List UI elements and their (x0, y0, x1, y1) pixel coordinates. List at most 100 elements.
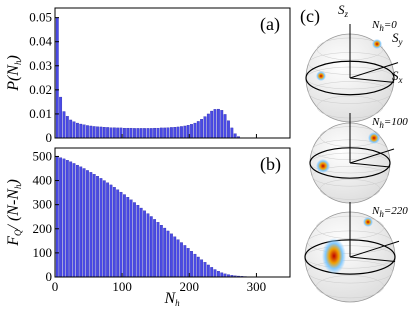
bar (56, 156, 59, 277)
bar (200, 119, 203, 138)
bar (174, 237, 177, 277)
bar (207, 114, 210, 138)
y-tick-label: 100 (33, 245, 53, 260)
bar (143, 128, 146, 138)
y-axis-label-part: P(N (5, 64, 22, 92)
bar (76, 123, 79, 138)
bar (130, 200, 133, 277)
sphere-label: Nh=220 (371, 205, 408, 219)
bar (160, 128, 163, 138)
bar (123, 195, 126, 277)
sphere-label-part: =220 (384, 205, 408, 217)
bar (80, 167, 83, 277)
y-axis-label-part: ) (5, 179, 22, 185)
bar (110, 185, 113, 277)
bar (63, 159, 66, 277)
bar (184, 245, 187, 277)
sphere-label-part: =100 (384, 116, 408, 128)
bar (227, 121, 230, 138)
bar (106, 127, 109, 138)
bar (59, 158, 62, 277)
bar (90, 126, 93, 138)
bar (174, 127, 177, 138)
bar (96, 127, 99, 138)
bar (221, 273, 224, 277)
bar (184, 126, 187, 138)
x-tick-label: 0 (52, 279, 59, 294)
bar (200, 260, 203, 277)
y-tick-label: 0.03 (29, 58, 52, 73)
sphere-label: Nh=100 (371, 116, 408, 130)
x-tick-label: 100 (112, 279, 132, 294)
bar (194, 254, 197, 277)
bar (106, 183, 109, 277)
bar (180, 126, 183, 138)
bar (130, 128, 133, 138)
bar (214, 109, 217, 138)
panel-label: (c) (300, 6, 320, 27)
bar (143, 211, 146, 277)
axis-label: Sz (338, 2, 349, 19)
bar (180, 243, 183, 277)
y-axis-label-part: ) (5, 55, 22, 61)
bar (140, 208, 143, 277)
bar (210, 267, 213, 277)
bar (86, 170, 89, 277)
plot-frame (55, 8, 290, 138)
bar (147, 128, 150, 138)
bar (194, 123, 197, 138)
bar (153, 219, 156, 277)
y-tick-label: 0.01 (29, 106, 52, 121)
y-axis-label: FQ/ (N-Nh) (5, 179, 23, 247)
bar (73, 163, 76, 277)
y-tick-label: 0 (46, 130, 53, 145)
bar (197, 257, 200, 277)
y-axis-label: P(Nh) (5, 55, 23, 92)
bar (170, 234, 173, 277)
bar (110, 128, 113, 138)
state-spot (368, 132, 380, 144)
bar (153, 128, 156, 138)
y-tick-label: 400 (33, 173, 53, 188)
state-spot (316, 71, 326, 81)
bar (80, 124, 83, 138)
bar (103, 181, 106, 277)
bar (207, 265, 210, 277)
x-axis-label: Nh (164, 290, 181, 308)
x-axis-label-part: h (175, 298, 180, 308)
bar (224, 114, 227, 138)
bar (113, 128, 116, 138)
y-tick-label: 0.02 (29, 82, 52, 97)
bar (73, 122, 76, 138)
bar (150, 216, 153, 277)
bar (103, 127, 106, 138)
bar (86, 125, 89, 138)
bar (217, 109, 220, 138)
bar (140, 128, 143, 138)
panel-label: (b) (260, 154, 281, 175)
y-tick-label: 0.04 (29, 34, 52, 49)
bar (90, 172, 93, 277)
y-tick-label: 500 (33, 148, 53, 163)
bar (93, 126, 96, 138)
bar (214, 270, 217, 277)
bar (96, 176, 99, 277)
bar (66, 116, 69, 138)
bar (170, 127, 173, 138)
bar (66, 160, 69, 277)
bar (217, 271, 220, 277)
bar (116, 190, 119, 277)
bar (116, 128, 119, 138)
bar (187, 248, 190, 277)
bar (157, 128, 160, 138)
bar (167, 128, 170, 138)
bar (204, 262, 207, 277)
bar (177, 127, 180, 138)
bar (83, 125, 86, 138)
bar (210, 111, 213, 138)
bar (190, 124, 193, 138)
state-spot (322, 238, 346, 274)
y-tick-label: 200 (33, 221, 53, 236)
bar (69, 120, 72, 138)
bar (204, 117, 207, 138)
